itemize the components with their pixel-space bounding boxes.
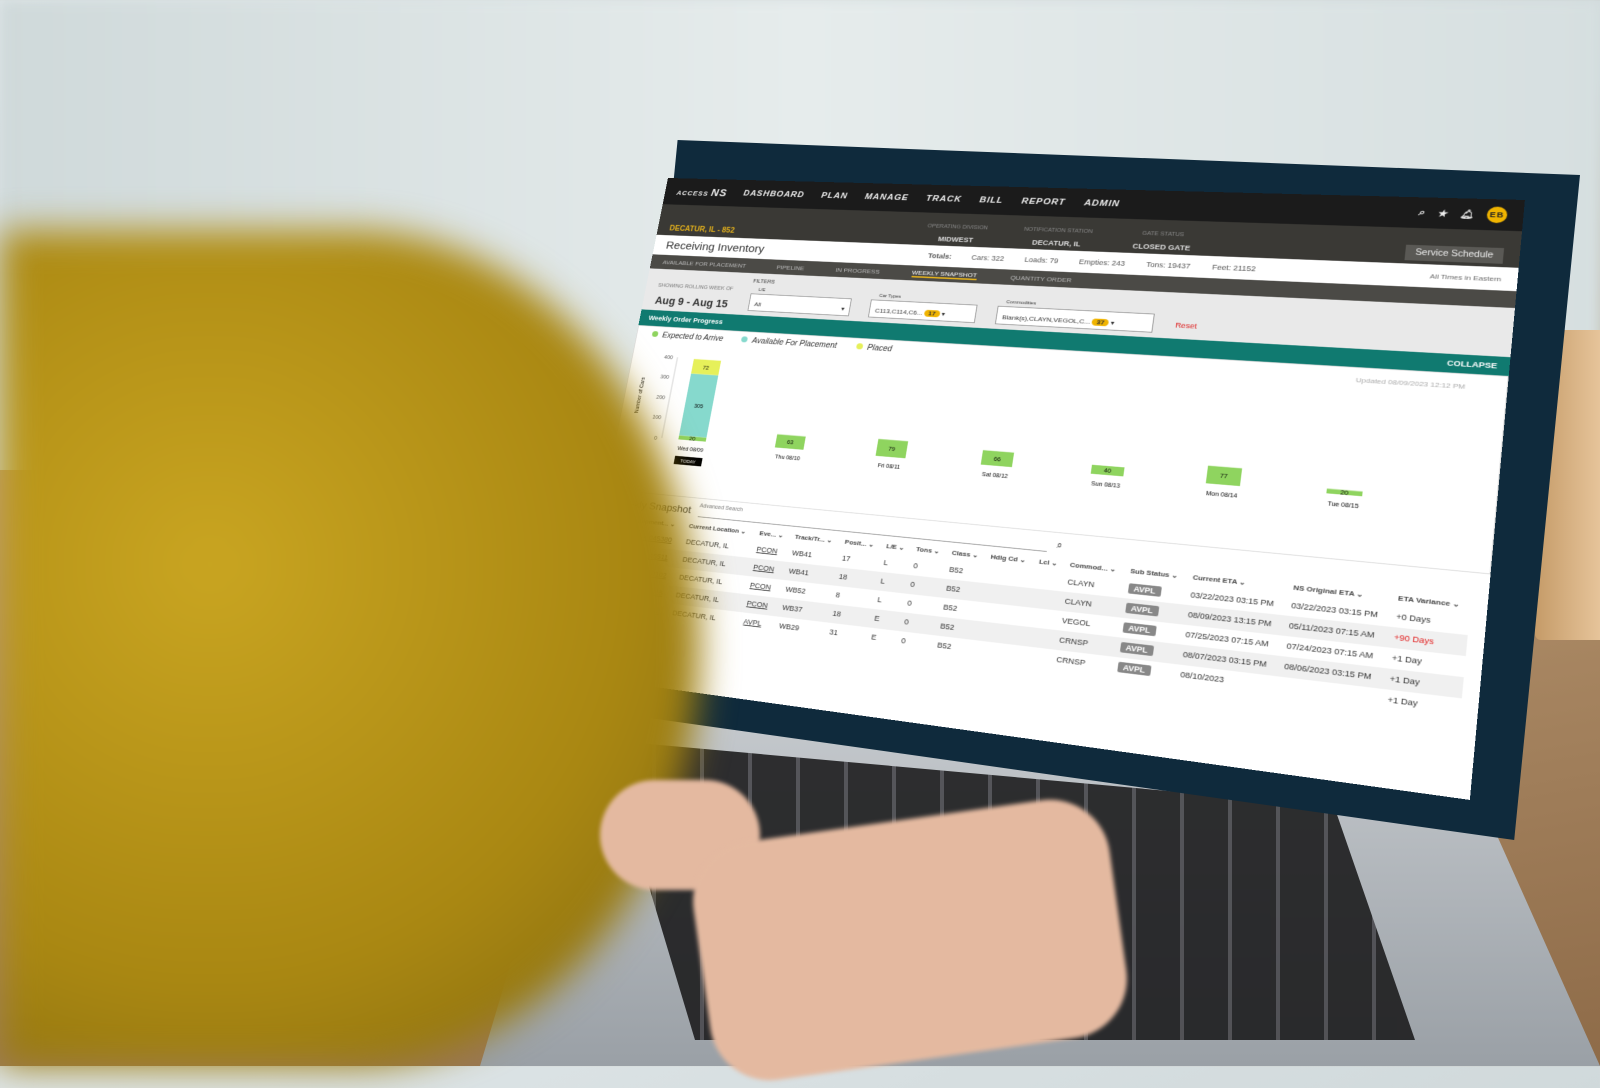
- table-cell: E: [870, 632, 878, 642]
- totals-label: Totals:: [927, 251, 953, 261]
- nav-track[interactable]: TRACK: [925, 194, 963, 204]
- x-tick-label: Sat 08/12: [981, 471, 1008, 479]
- data-label: 63: [787, 439, 795, 445]
- service-schedule-button[interactable]: Service Schedule: [1404, 244, 1505, 264]
- x-tick-label: Thu 08/10: [775, 454, 802, 462]
- table-cell[interactable]: AVPL: [742, 617, 763, 628]
- total-feet: Feet: 21152: [1211, 263, 1257, 273]
- x-tick-label: Mon 08/14: [1206, 490, 1239, 499]
- today-label: TODAY: [680, 458, 697, 465]
- nav-dashboard[interactable]: DASHBOARD: [742, 189, 806, 200]
- nav-plan[interactable]: PLAN: [820, 191, 849, 201]
- y-tick-label: 400: [664, 354, 674, 360]
- total-cars: Cars: 322: [970, 253, 1005, 263]
- nav-bill[interactable]: BILL: [978, 195, 1004, 206]
- data-label: 20: [689, 436, 697, 442]
- y-tick-label: 100: [652, 414, 662, 420]
- table-cell: 0: [900, 636, 907, 646]
- operating-division-value: MIDWEST: [937, 235, 974, 244]
- chevron-down-icon: ▾: [840, 305, 846, 313]
- chart-panel: Expected to Arrive Available For Placeme…: [605, 325, 1509, 575]
- tab-pipeline[interactable]: PIPELINE: [776, 263, 805, 272]
- total-empties: Empties: 243: [1078, 257, 1126, 268]
- tab-in-progress[interactable]: IN PROGRESS: [835, 266, 881, 275]
- data-label: 79: [888, 446, 896, 452]
- collapse-button[interactable]: COLLAPSE: [1446, 358, 1498, 371]
- le-select[interactable]: L/E All ▾: [747, 287, 852, 317]
- table-cell: [1018, 646, 1052, 669]
- search-icon[interactable]: ⌕: [1056, 539, 1064, 551]
- notification-station-value: DECATUR, IL: [1031, 238, 1082, 248]
- tab-available[interactable]: AVAILABLE FOR PLACEMENT: [662, 258, 747, 269]
- tab-quantity-order[interactable]: QUANTITY ORDER: [1009, 273, 1073, 284]
- search-icon[interactable]: ⌕: [1417, 207, 1426, 218]
- total-loads: Loads: 79: [1023, 255, 1059, 265]
- week-label: SHOWING ROLLING WEEK OF: [657, 283, 734, 292]
- x-tick-label: Fri 08/11: [877, 462, 901, 470]
- car-types-select[interactable]: Car Types C113,C114,C6... 17 ▾: [868, 293, 978, 324]
- timezone-note: All Times in Eastern: [1429, 272, 1502, 283]
- gate-status-label: GATE STATUS: [1141, 230, 1185, 238]
- reset-button[interactable]: Reset: [1174, 321, 1198, 331]
- star-icon[interactable]: ★: [1436, 208, 1449, 219]
- data-label: 305: [694, 403, 704, 409]
- notification-station-label: NOTIFICATION STATION: [1023, 226, 1094, 235]
- operating-division-label: OPERATING DIVISION: [927, 223, 989, 231]
- week-range: Aug 9 - Aug 15: [654, 294, 729, 310]
- data-label: 40: [1104, 468, 1113, 475]
- logo[interactable]: ACCESS NS: [675, 186, 729, 199]
- le-value: All: [753, 300, 762, 308]
- person-blurred: [0, 230, 700, 1066]
- x-tick-label: Wed 08/09: [677, 445, 704, 453]
- commodities-count: 37: [1091, 318, 1110, 327]
- laptop-screen: ACCESS NS DASHBOARD PLAN MANAGE TRACK BI…: [567, 178, 1525, 800]
- x-tick-label: Tue 08/15: [1327, 500, 1359, 509]
- filters-title: FILTERS: [752, 278, 776, 286]
- le-label: L/E: [756, 287, 768, 294]
- table-cell: 31: [828, 627, 839, 637]
- nav-report[interactable]: REPORT: [1020, 196, 1066, 208]
- commodities-select[interactable]: Commodities Blank(s),CLAYN,VEGOL,C... 37 …: [995, 299, 1155, 333]
- gate-status-value: CLOSED GATE: [1132, 242, 1191, 253]
- nav-admin[interactable]: ADMIN: [1083, 198, 1121, 209]
- avatar[interactable]: EB: [1486, 206, 1508, 224]
- y-tick-label: 300: [660, 374, 670, 380]
- y-tick-label: 200: [656, 394, 666, 400]
- table-cell: B52: [936, 640, 953, 651]
- data-label: 72: [702, 365, 709, 371]
- commodities-label: Commodities: [1003, 299, 1039, 308]
- data-label: 66: [993, 456, 1001, 463]
- y-tick-label: 0: [654, 435, 659, 441]
- panel-title: Weekly Order Progress: [648, 314, 724, 326]
- total-tons: Tons: 19437: [1145, 260, 1191, 271]
- car-types-count: 17: [923, 309, 941, 318]
- data-label: 77: [1220, 473, 1229, 480]
- tab-weekly-snapshot[interactable]: WEEKLY SNAPSHOT: [911, 268, 978, 280]
- car-types-label: Car Types: [876, 293, 903, 301]
- nav-manage[interactable]: MANAGE: [864, 192, 910, 203]
- commodities-value: Blank(s),CLAYN,VEGOL,C...: [1001, 313, 1091, 326]
- car-types-value: C113,C114,C6...: [874, 307, 923, 317]
- data-label: 20: [1340, 489, 1349, 496]
- x-tick-label: Sun 08/13: [1091, 480, 1121, 489]
- bell-icon[interactable]: 🔔︎: [1459, 209, 1476, 220]
